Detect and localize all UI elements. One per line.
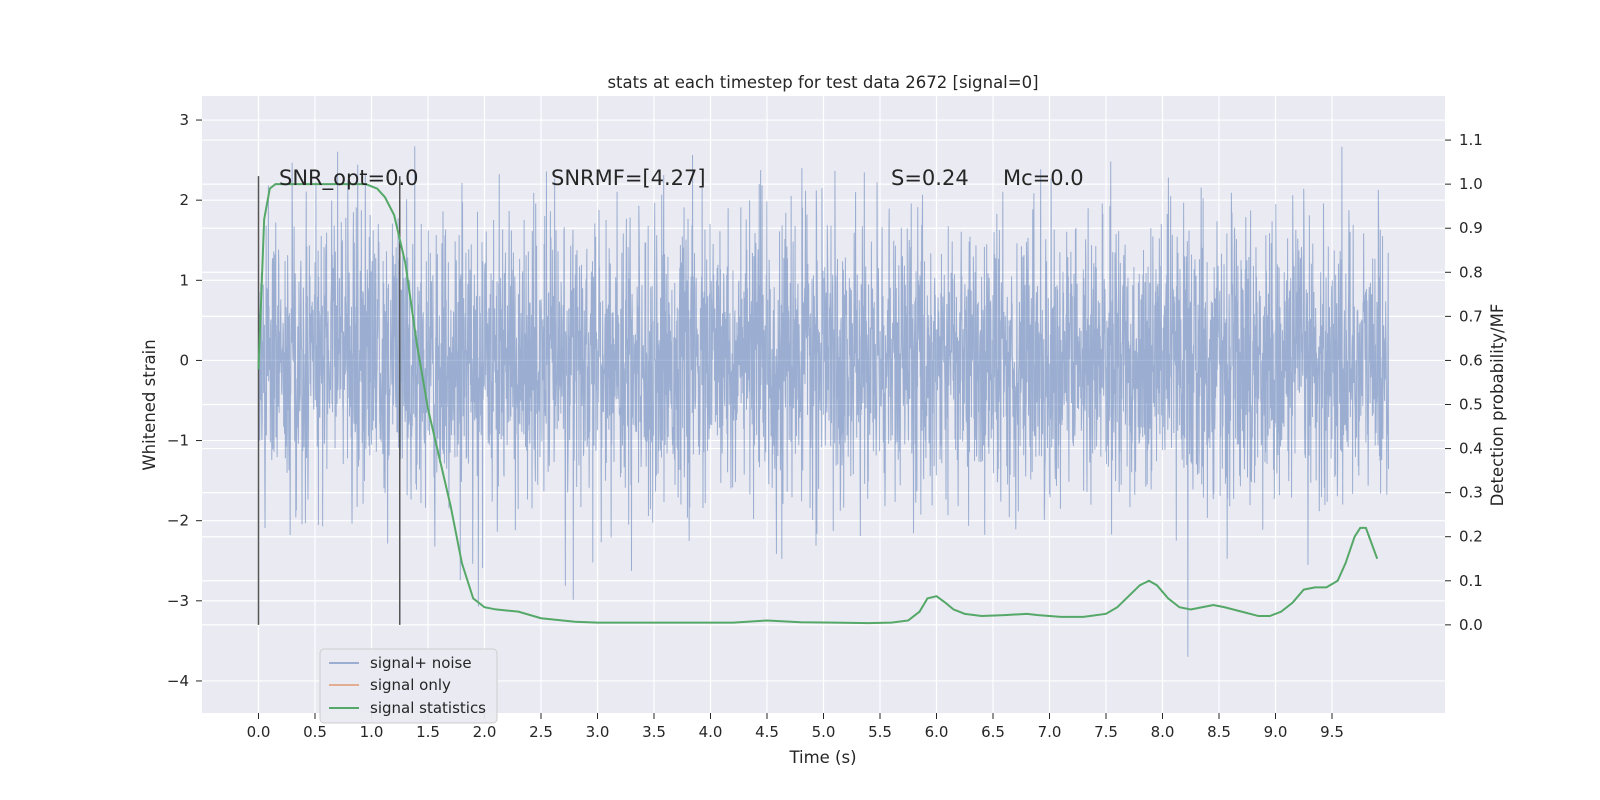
x-tick-label-17: 8.5 <box>1207 723 1231 741</box>
x-tick-label-14: 7.0 <box>1038 723 1062 741</box>
y2-tick-label-8: 0.3 <box>1459 484 1483 502</box>
y2-tick-label-10: 0.1 <box>1459 572 1483 590</box>
legend-label-signal-only: signal only <box>370 676 451 694</box>
y2-tick-label-2: 0.9 <box>1459 219 1483 237</box>
y2-tick-label-11: 0.0 <box>1459 616 1483 634</box>
marker-lines <box>257 176 401 625</box>
x-tick-label-1: 0.5 <box>303 723 327 741</box>
y-tick-label-5: −2 <box>167 512 189 530</box>
x-tick-label-8: 4.0 <box>699 723 723 741</box>
y2-tick-label-4: 0.7 <box>1459 307 1483 325</box>
y-tick-label-6: −3 <box>167 592 189 610</box>
x-axis-label: Time (s) <box>788 748 856 767</box>
y2-tick-label-9: 0.2 <box>1459 528 1483 546</box>
y2-ticks: 1.1 1.0 0.9 0.8 0.7 0.6 0.5 0.4 0.3 0.2 0.1 0.0 <box>1445 131 1483 634</box>
x-tick-label-5: 2.5 <box>529 723 553 741</box>
y-tick-label-2: 1 <box>179 271 189 289</box>
annotation-mc: Mc=0.0 <box>1003 166 1084 190</box>
legend-label-signal-statistics: signal statistics <box>370 699 486 717</box>
noise-trace <box>258 146 1389 657</box>
x-tick-label-6: 3.0 <box>586 723 610 741</box>
series-signal-statistics <box>257 183 1379 625</box>
x-tick-label-4: 2.0 <box>473 723 497 741</box>
x-tick-label-19: 9.5 <box>1320 723 1344 741</box>
y-axis-label: Whitened strain <box>140 339 159 470</box>
y2-axis-label: Detection probability/MF <box>1488 304 1507 507</box>
x-tick-label-15: 7.5 <box>1094 723 1118 741</box>
y2-tick-label-3: 0.8 <box>1459 263 1483 281</box>
annotation-snr-opt: SNR_opt=0.0 <box>279 166 419 191</box>
y-ticks: 3 2 1 0 −1 −2 −3 −4 <box>167 111 202 690</box>
y2-tick-label-7: 0.4 <box>1459 440 1483 458</box>
x-tick-label-10: 5.0 <box>812 723 836 741</box>
x-tick-label-13: 6.5 <box>981 723 1005 741</box>
x-tick-label-11: 5.5 <box>868 723 892 741</box>
y-tick-label-7: −4 <box>167 672 189 690</box>
series-signal-noise <box>258 146 1389 657</box>
x-tick-label-0: 0.0 <box>247 723 271 741</box>
x-tick-label-7: 3.5 <box>642 723 666 741</box>
x-tick-label-18: 9.0 <box>1264 723 1288 741</box>
y2-tick-label-6: 0.5 <box>1459 396 1483 414</box>
y-tick-label-1: 2 <box>179 191 189 209</box>
y-tick-label-4: −1 <box>167 432 189 450</box>
legend: signal+ noise signal only signal statist… <box>319 648 498 724</box>
x-tick-label-12: 6.0 <box>925 723 949 741</box>
legend-label-signal-noise: signal+ noise <box>370 654 472 672</box>
x-tick-label-16: 8.0 <box>1151 723 1175 741</box>
y2-tick-label-0: 1.1 <box>1459 131 1483 149</box>
y2-tick-label-1: 1.0 <box>1459 175 1483 193</box>
annotation-s: S=0.24 <box>891 166 969 190</box>
x-tick-label-9: 4.5 <box>755 723 779 741</box>
y2-tick-label-5: 0.6 <box>1459 351 1483 369</box>
legend-box <box>319 648 498 724</box>
annotation-snr-mf: SNRMF=[4.27] <box>551 166 706 190</box>
y-tick-label-3: 0 <box>179 351 189 369</box>
x-ticks: 0.0 0.5 1.0 1.5 2.0 2.5 3.0 3.5 4.0 4.5 5.0 5.5 6.0 6… <box>247 713 1344 741</box>
x-tick-label-3: 1.5 <box>416 723 440 741</box>
x-tick-label-2: 1.0 <box>360 723 384 741</box>
chart-title: stats at each timestep for test data 267… <box>607 73 1038 92</box>
y-tick-label-0: 3 <box>179 111 189 129</box>
